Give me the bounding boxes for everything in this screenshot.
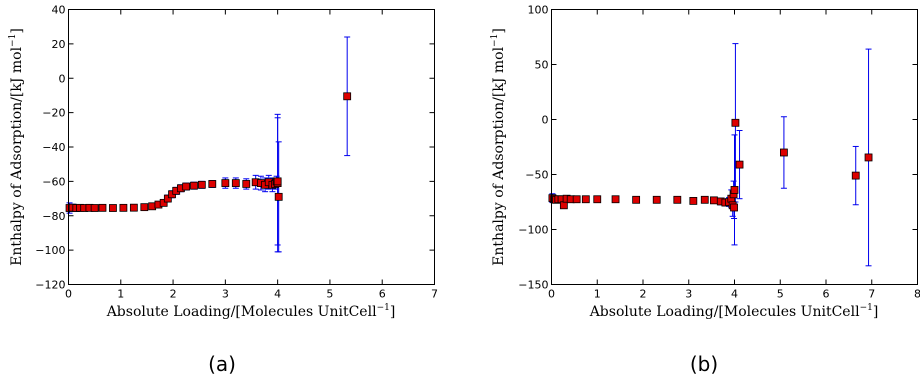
data-point-marker (140, 203, 149, 212)
y-tick-label: −100 (35, 244, 65, 257)
caption-a: (a) (208, 352, 236, 376)
data-point-marker (710, 196, 718, 205)
ticks-b: 0 1 2 3 4 5 6 7 8 −150 −100 −50 0 50 100 (518, 4, 920, 301)
data-point-marker (730, 185, 739, 194)
data-point-marker (864, 153, 873, 162)
data-point-marker (182, 182, 191, 191)
data-point-marker (700, 195, 709, 204)
data-point-marker (581, 195, 590, 204)
data-point-marker (343, 92, 352, 101)
data-point-marker (632, 195, 641, 204)
data-point-marker (190, 181, 198, 190)
data-point-marker (673, 195, 682, 204)
data-point-marker (98, 203, 107, 212)
data-point-marker (273, 177, 282, 186)
y-axis-label-b: Enthalpy of Adsorption/[kJ mol−1] (490, 28, 507, 266)
data-point-marker (735, 160, 744, 169)
data-point-marker (159, 198, 168, 207)
x-tick-label: 0 (65, 288, 72, 301)
errorbars-a (66, 36, 351, 253)
data-point-marker (851, 171, 860, 180)
y-tick-label: 0 (59, 72, 66, 85)
y-tick-label: −50 (525, 169, 548, 182)
ticks-a: 0 1 2 3 4 5 6 7 −120 −100 −80 −60 −40 −20 0 20 40 (35, 4, 438, 301)
x-tick-label: 6 (379, 288, 386, 301)
x-tick-label: 1 (117, 288, 124, 301)
data-point-marker (559, 201, 568, 210)
plot-frame-a (68, 9, 435, 285)
markers-a (65, 92, 352, 212)
x-tick-label: 8 (914, 288, 920, 301)
caption-b: (b) (690, 352, 718, 376)
data-point-marker (572, 195, 581, 204)
y-tick-label: −100 (518, 224, 548, 237)
y-tick-label: −20 (42, 107, 65, 120)
errorbars-b (549, 43, 872, 267)
data-point-marker (221, 179, 230, 187)
x-tick-label: 0 (548, 288, 555, 301)
data-point-marker (242, 180, 251, 188)
x-tick-label: 2 (640, 288, 647, 301)
data-point-marker (593, 195, 602, 204)
x-tick-label: 7 (431, 288, 438, 301)
data-point-marker (274, 192, 283, 201)
y-tick-label: 20 (52, 38, 66, 51)
x-tick-label: 4 (731, 288, 738, 301)
data-point-marker (197, 180, 206, 189)
x-tick-label: 2 (170, 288, 177, 301)
data-point-marker (689, 196, 698, 205)
data-point-marker (611, 195, 620, 204)
data-point-marker (652, 195, 661, 204)
y-axis-label-a: Enthalpy of Adsorption/[kJ mol−1] (8, 28, 25, 266)
chart-panel-a: 0 1 2 3 4 5 6 7 −120 −100 −80 −60 −40 −20 0 20 40 Absolu… (8, 4, 438, 377)
y-tick-label: 40 (52, 4, 66, 17)
data-point-marker (163, 194, 172, 203)
x-tick-label: 4 (274, 288, 281, 301)
data-point-marker (90, 204, 99, 212)
data-point-marker (119, 203, 128, 212)
chart-panel-b: 0 1 2 3 4 5 6 7 8 −150 −100 −50 0 50 100 Absolute Load… (490, 4, 920, 377)
data-point-marker (109, 204, 117, 212)
y-tick-label: −60 (42, 175, 65, 188)
x-tick-label: 1 (594, 288, 601, 301)
y-tick-label: −80 (42, 210, 65, 223)
data-point-marker (780, 148, 788, 157)
markers-b (548, 118, 873, 212)
y-tick-label: 0 (542, 114, 549, 127)
x-tick-label: 6 (823, 288, 830, 301)
x-tick-label: 3 (685, 288, 692, 301)
data-point-marker (730, 203, 738, 212)
x-tick-label: 3 (222, 288, 229, 301)
data-point-marker (231, 179, 240, 187)
x-tick-label: 7 (868, 288, 875, 301)
y-tick-label: 50 (535, 59, 549, 72)
y-tick-label: −40 (42, 141, 65, 154)
x-axis-label-a: Absolute Loading/[Molecules UnitCell−1] (106, 303, 396, 320)
x-tick-label: 5 (326, 288, 333, 301)
x-tick-label: 5 (777, 288, 784, 301)
x-axis-label-b: Absolute Loading/[Molecules UnitCell−1] (589, 303, 879, 320)
y-tick-label: −120 (35, 279, 65, 292)
data-point-marker (208, 180, 217, 188)
data-point-marker (129, 203, 138, 212)
data-point-marker (731, 118, 740, 127)
y-tick-label: 100 (528, 4, 549, 17)
y-tick-label: −150 (518, 279, 548, 292)
